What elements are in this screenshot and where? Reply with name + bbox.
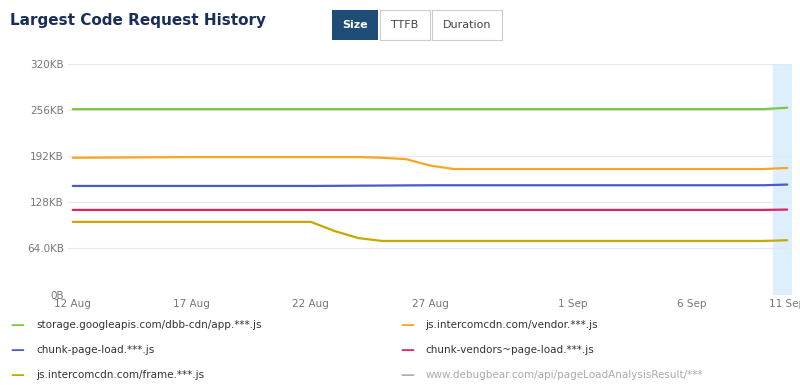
Bar [773,64,799,295]
Text: —: — [10,318,24,332]
Text: Duration: Duration [443,20,491,30]
Text: TTFB: TTFB [391,20,418,30]
Text: —: — [10,368,24,382]
Text: Size: Size [342,20,368,30]
Text: —: — [400,343,414,357]
Text: www.debugbear.com/api/pageLoadAnalysisResult/***: www.debugbear.com/api/pageLoadAnalysisRe… [426,370,703,380]
Text: —: — [400,318,414,332]
Text: js.intercomcdn.com/vendor.***.js: js.intercomcdn.com/vendor.***.js [426,320,598,330]
Text: chunk-page-load.***.js: chunk-page-load.***.js [36,345,154,355]
Text: storage.googleapis.com/dbb-cdn/app.***.js: storage.googleapis.com/dbb-cdn/app.***.j… [36,320,262,330]
Text: Largest Code Request History: Largest Code Request History [10,13,266,28]
Text: —: — [400,368,414,382]
Text: js.intercomcdn.com/frame.***.js: js.intercomcdn.com/frame.***.js [36,370,204,380]
Text: —: — [10,343,24,357]
Text: chunk-vendors~page-load.***.js: chunk-vendors~page-load.***.js [426,345,594,355]
